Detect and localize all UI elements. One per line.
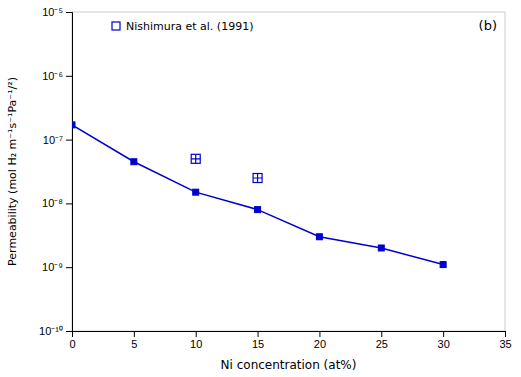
tick-label: 20 xyxy=(314,338,326,350)
tick-mark xyxy=(134,331,135,337)
marker-box xyxy=(253,174,262,183)
chart: 0 5 10 15 20 25 30 35 10⁻¹⁰ 10⁻⁹ 10⁻⁸ 10⁻⁷ 10⁻⁶ 10⁻⁵ N… xyxy=(0,0,521,377)
legend-symbol xyxy=(112,22,120,30)
series xyxy=(72,122,446,268)
tick-mark xyxy=(381,331,382,337)
tick-label: 5 xyxy=(131,338,137,350)
point xyxy=(193,189,199,195)
line xyxy=(72,125,443,265)
legend-item: Nishimura et al. (1991) xyxy=(112,20,253,33)
tick: 0 xyxy=(69,331,75,350)
x-axis-title: Ni concentration (at%) xyxy=(221,358,357,372)
axis-domain xyxy=(73,332,506,338)
tick-mark xyxy=(66,76,72,77)
point xyxy=(253,174,262,183)
tick: 10⁻⁷ xyxy=(43,134,72,146)
tick-mark xyxy=(196,331,197,337)
tick: 20 xyxy=(314,331,326,350)
marker-box xyxy=(191,154,200,163)
tick: 10⁻⁶ xyxy=(42,70,72,82)
tick-label: 10 xyxy=(190,338,202,350)
tick: 10 xyxy=(190,331,202,350)
tick-label: 15 xyxy=(252,338,264,350)
x-axis: 0 5 10 15 20 25 30 35 xyxy=(69,331,511,350)
series xyxy=(191,154,262,182)
tick-label: 10⁻¹⁰ xyxy=(39,325,63,337)
point xyxy=(440,262,446,268)
tick: 5 xyxy=(131,331,137,350)
tick-mark xyxy=(66,331,72,332)
plot-frame xyxy=(72,12,505,331)
legend: Nishimura et al. (1991) xyxy=(112,20,253,33)
tick: 10⁻⁹ xyxy=(42,261,72,273)
tick: 25 xyxy=(376,331,388,350)
tick-label: 30 xyxy=(438,338,450,350)
plot: 0 5 10 15 20 25 30 35 10⁻¹⁰ 10⁻⁹ 10⁻⁸ 10⁻⁷ 10⁻⁶ 10⁻⁵ N… xyxy=(6,6,512,372)
point xyxy=(72,122,75,128)
tick: 10⁻⁸ xyxy=(42,197,72,209)
tick: 15 xyxy=(252,331,264,350)
tick-mark xyxy=(66,12,72,13)
axis-domain xyxy=(66,13,73,332)
tick-label: 0 xyxy=(69,338,75,350)
tick-mark xyxy=(258,331,259,337)
tick-mark xyxy=(66,267,72,268)
point xyxy=(255,207,261,213)
y-axis: 10⁻¹⁰ 10⁻⁹ 10⁻⁸ 10⁻⁷ 10⁻⁶ 10⁻⁵ xyxy=(39,6,72,337)
marker-plus xyxy=(253,174,262,183)
point xyxy=(316,234,322,240)
tick-label: 10⁻⁹ xyxy=(42,261,63,273)
tick: 35 xyxy=(499,331,511,350)
tick-label: 10⁻⁵ xyxy=(42,6,63,18)
tick: 30 xyxy=(438,331,450,350)
tick-mark xyxy=(66,140,72,141)
tick-label: 10⁻⁷ xyxy=(43,134,63,146)
tick-mark xyxy=(319,331,320,337)
tick-label: 25 xyxy=(376,338,388,350)
y-axis-title: Permeability (mol H₂ m⁻¹s⁻¹Pa⁻¹/²) xyxy=(6,77,19,266)
marker-plus xyxy=(191,154,200,163)
tick-mark xyxy=(505,331,506,337)
point xyxy=(378,245,384,251)
title: (b) xyxy=(479,18,497,33)
tick-label: 35 xyxy=(499,338,511,350)
tick: 10⁻¹⁰ xyxy=(39,325,72,337)
point xyxy=(191,154,200,163)
data xyxy=(72,122,446,268)
point xyxy=(131,159,137,165)
tick-mark xyxy=(66,203,72,204)
legend-label: Nishimura et al. (1991) xyxy=(126,20,253,33)
tick: 10⁻⁵ xyxy=(42,6,72,18)
tick-label: 10⁻⁶ xyxy=(42,70,63,82)
tick-label: 10⁻⁸ xyxy=(42,197,63,209)
tick-mark xyxy=(443,331,444,337)
